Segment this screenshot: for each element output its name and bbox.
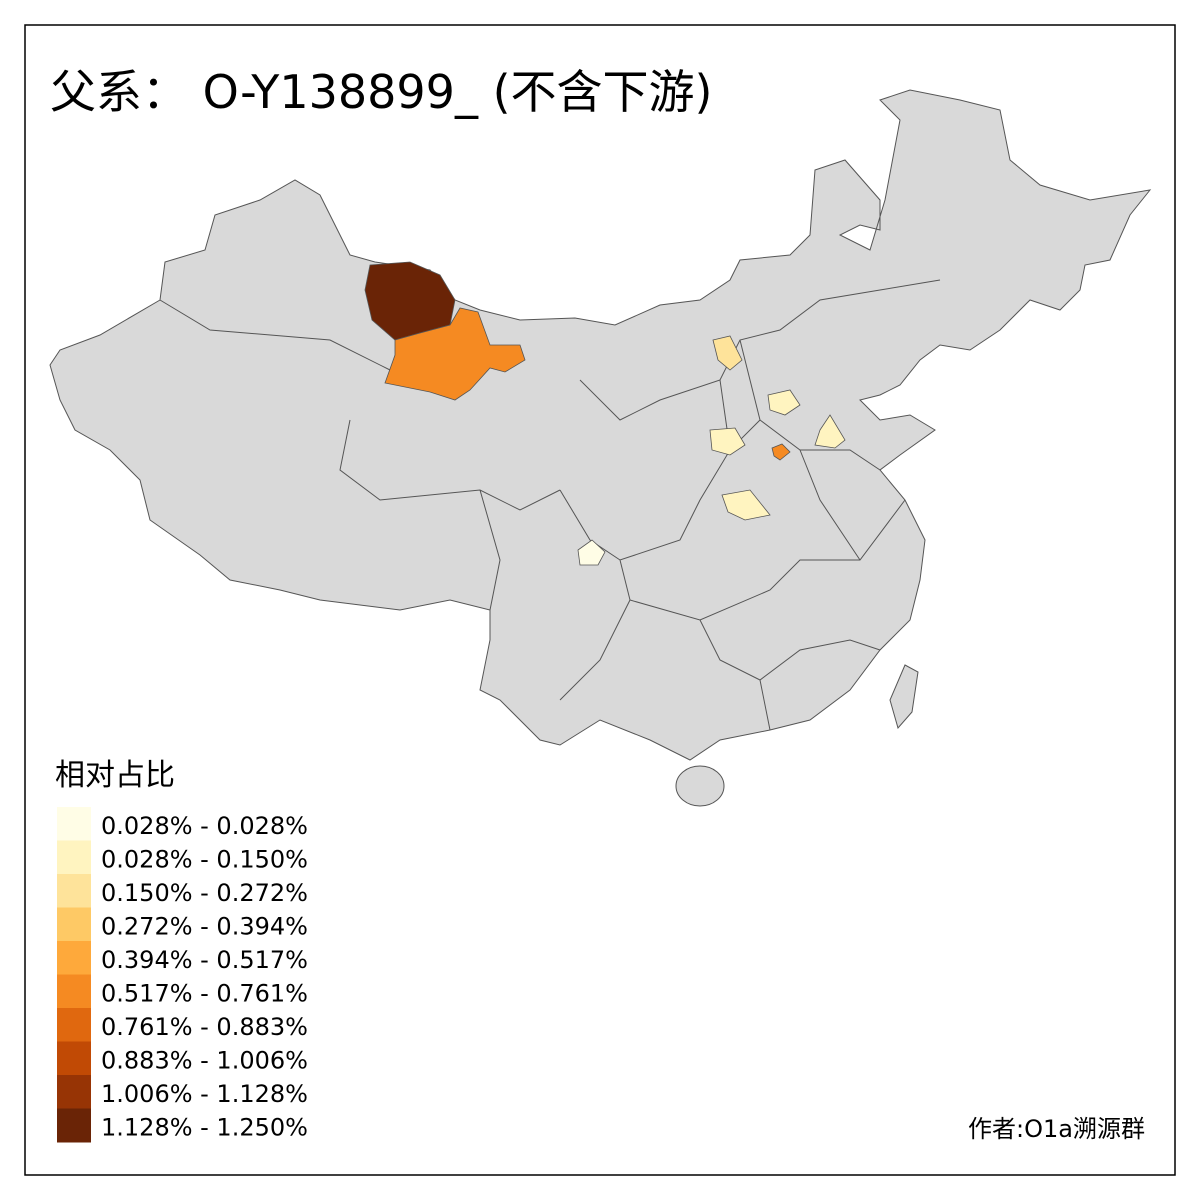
legend-swatch <box>57 941 91 975</box>
mainland <box>49 89 1152 761</box>
credit: 作者:O1a溯源群 <box>968 1115 1145 1143</box>
region-class-1 <box>767 389 801 416</box>
legend-swatch <box>57 874 91 908</box>
province-borders <box>159 279 941 731</box>
region-class-1 <box>814 414 846 449</box>
legend-title: 相对占比 <box>55 758 175 793</box>
legend-label: 0.394% - 0.517% <box>101 946 308 974</box>
legend-swatch <box>57 840 91 875</box>
legend-label: 1.006% - 1.128% <box>101 1080 308 1108</box>
legend-label: 0.761% - 0.883% <box>101 1013 308 1041</box>
legend-swatch <box>57 1075 91 1109</box>
legend-label: 0.883% - 1.006% <box>101 1047 308 1075</box>
map-title: 父系： O-Y138899_ (不含下游) <box>50 65 712 119</box>
legend-swatch <box>57 974 91 1009</box>
legend-swatch <box>57 1108 91 1143</box>
region-class-1 <box>721 489 771 521</box>
region-class-1 <box>709 427 746 456</box>
taiwan <box>889 664 919 730</box>
region-class-5 <box>384 307 526 401</box>
region-class-0 <box>577 539 606 566</box>
legend-swatch <box>57 907 91 942</box>
legend-swatch <box>57 1041 91 1076</box>
legend-label: 0.028% - 0.028% <box>101 812 308 840</box>
legend-label: 0.150% - 0.272% <box>101 879 308 907</box>
legend-swatch <box>57 1008 91 1042</box>
legend: 0.028% - 0.028% 0.028% - 0.150% 0.150% - 0… <box>57 807 308 1143</box>
region-class-5 <box>771 443 791 461</box>
legend-swatch <box>57 807 91 841</box>
region-class-2 <box>712 335 743 371</box>
china-map <box>49 89 1152 807</box>
legend-label: 0.272% - 0.394% <box>101 913 308 941</box>
legend-label: 0.517% - 0.761% <box>101 980 308 1008</box>
legend-label: 0.028% - 0.150% <box>101 846 308 874</box>
legend-label: 1.128% - 1.250% <box>101 1114 308 1142</box>
hainan <box>675 765 725 807</box>
